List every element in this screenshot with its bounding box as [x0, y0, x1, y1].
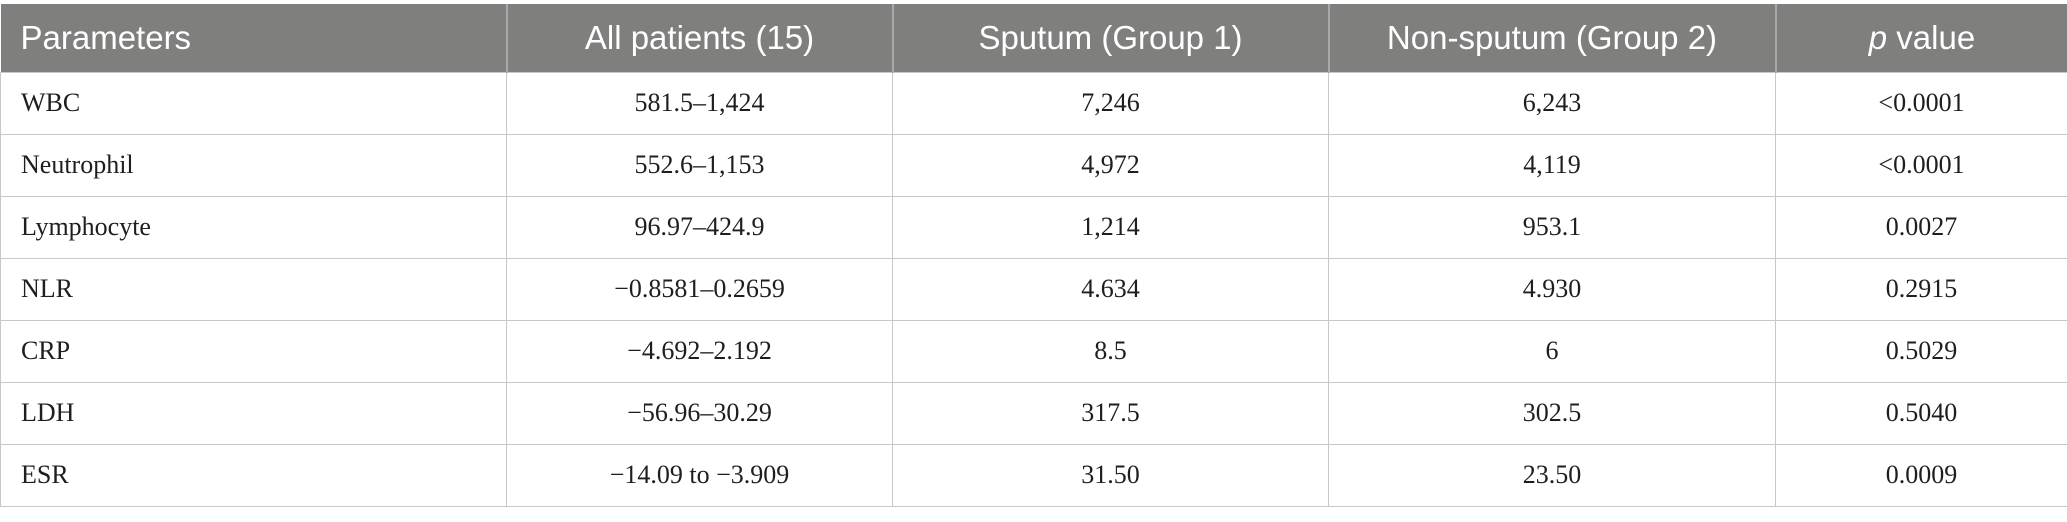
- table-row: ESR −14.09 to −3.909 31.50 23.50 0.0009: [0, 443, 2067, 507]
- cell-p-value: 0.5029: [1775, 319, 2067, 383]
- row-parameter: LDH: [0, 381, 507, 445]
- cell-non-sputum: 4,119: [1328, 133, 1776, 197]
- table-row: WBC 581.5–1,424 7,246 6,243 <0.0001: [0, 71, 2067, 135]
- cell-sputum: 7,246: [892, 71, 1329, 135]
- cell-all-patients: 581.5–1,424: [506, 71, 893, 135]
- column-header-p-value: p value: [1775, 4, 2067, 72]
- cell-all-patients: −0.8581–0.2659: [506, 257, 893, 321]
- cell-p-value: 0.2915: [1775, 257, 2067, 321]
- cell-all-patients: −4.692–2.192: [506, 319, 893, 383]
- table-row: LDH −56.96–30.29 317.5 302.5 0.5040: [0, 381, 2067, 445]
- table-row: NLR −0.8581–0.2659 4.634 4.930 0.2915: [0, 257, 2067, 321]
- cell-non-sputum: 6,243: [1328, 71, 1776, 135]
- cell-sputum: 4.634: [892, 257, 1329, 321]
- cell-p-value: 0.0027: [1775, 195, 2067, 259]
- cell-p-value: 0.5040: [1775, 381, 2067, 445]
- table-row: Lymphocyte 96.97–424.9 1,214 953.1 0.002…: [0, 195, 2067, 259]
- column-header-non-sputum: Non-sputum (Group 2): [1328, 4, 1777, 72]
- cell-non-sputum: 6: [1328, 319, 1776, 383]
- column-header-parameters: Parameters: [0, 4, 508, 72]
- cell-non-sputum: 302.5: [1328, 381, 1776, 445]
- cell-sputum: 317.5: [892, 381, 1329, 445]
- row-parameter: Lymphocyte: [0, 195, 507, 259]
- table-row: CRP −4.692–2.192 8.5 6 0.5029: [0, 319, 2067, 383]
- cell-sputum: 1,214: [892, 195, 1329, 259]
- table-header-row: Parameters All patients (15) Sputum (Gro…: [0, 4, 2067, 72]
- row-parameter: Neutrophil: [0, 133, 507, 197]
- cell-non-sputum: 23.50: [1328, 443, 1776, 507]
- table-row: Neutrophil 552.6–1,153 4,972 4,119 <0.00…: [0, 133, 2067, 197]
- cell-sputum: 31.50: [892, 443, 1329, 507]
- cell-non-sputum: 4.930: [1328, 257, 1776, 321]
- cell-p-value: <0.0001: [1775, 133, 2067, 197]
- cell-non-sputum: 953.1: [1328, 195, 1776, 259]
- row-parameter: WBC: [0, 71, 507, 135]
- row-parameter: ESR: [0, 443, 507, 507]
- row-parameter: CRP: [0, 319, 507, 383]
- cell-sputum: 4,972: [892, 133, 1329, 197]
- cell-all-patients: −14.09 to −3.909: [506, 443, 893, 507]
- column-header-all-patients: All patients (15): [506, 4, 894, 72]
- column-header-sputum: Sputum (Group 1): [892, 4, 1330, 72]
- cell-all-patients: 96.97–424.9: [506, 195, 893, 259]
- cell-p-value: <0.0001: [1775, 71, 2067, 135]
- table-container: Parameters All patients (15) Sputum (Gro…: [0, 4, 2067, 507]
- cell-sputum: 8.5: [892, 319, 1329, 383]
- cell-all-patients: 552.6–1,153: [506, 133, 893, 197]
- cell-p-value: 0.0009: [1775, 443, 2067, 507]
- row-parameter: NLR: [0, 257, 507, 321]
- cell-all-patients: −56.96–30.29: [506, 381, 893, 445]
- data-table: Parameters All patients (15) Sputum (Gro…: [0, 4, 2067, 507]
